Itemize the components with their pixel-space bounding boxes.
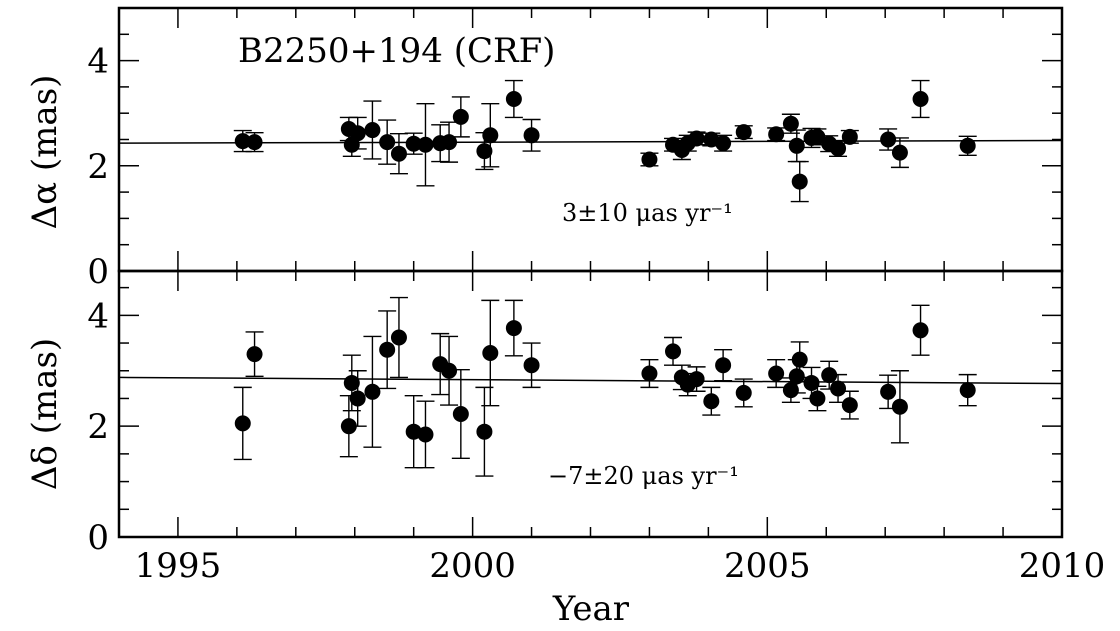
- bottom-data-point: [703, 393, 720, 410]
- top-fit-line: [118, 139, 1063, 144]
- top-data-point: [791, 173, 808, 190]
- top-data-point: [246, 134, 263, 151]
- bottom-data-point: [891, 398, 908, 415]
- top-data-point: [880, 131, 897, 148]
- bottom-data-point: [246, 346, 263, 363]
- bottom-data-point: [841, 397, 858, 414]
- top-rate-annotation: 3±10 μas yr⁻¹: [562, 199, 733, 227]
- bottom-fit-line: [118, 376, 1063, 385]
- top-data-point: [891, 144, 908, 161]
- bottom-data-point: [417, 426, 434, 443]
- bottom-data-point: [809, 390, 826, 407]
- top-data-point: [715, 135, 732, 152]
- bottom-data-point: [476, 423, 493, 440]
- top-data-point: [441, 134, 458, 151]
- bottom-panel: 0 2 4 1995 2000 2005 2010: [87, 269, 1106, 586]
- bottom-y-axis-label: Δδ (mas): [25, 338, 65, 490]
- top-y-tick-label: 2: [87, 147, 109, 187]
- top-data-point: [959, 137, 976, 154]
- bottom-data-point: [735, 384, 752, 401]
- bottom-data-point: [505, 320, 522, 337]
- bottom-data-point: [482, 345, 499, 362]
- x-tick-label: 2010: [1019, 546, 1106, 586]
- top-y-tick-label: 0: [87, 252, 109, 292]
- bottom-data-point: [452, 405, 469, 422]
- x-tick-label: 1995: [135, 546, 222, 586]
- top-data-point: [349, 125, 366, 142]
- bottom-data-point: [523, 357, 540, 374]
- bottom-data-point: [959, 382, 976, 399]
- bottom-data-point: [782, 382, 799, 399]
- bottom-data-point: [234, 415, 251, 432]
- x-axis-label: Year: [552, 589, 630, 629]
- top-data-point: [234, 133, 251, 150]
- x-tick-label: 2000: [429, 546, 516, 586]
- bottom-data-point: [791, 351, 808, 368]
- top-data-point: [417, 136, 434, 153]
- top-data-point: [452, 108, 469, 125]
- chart-title: B2250+194 (CRF): [238, 31, 555, 71]
- top-data-point: [782, 115, 799, 132]
- bottom-data-point: [788, 368, 805, 385]
- bottom-data-point: [349, 390, 366, 407]
- bottom-data-point: [715, 357, 732, 374]
- top-data-point: [405, 135, 422, 152]
- bottom-data-point: [688, 371, 705, 388]
- bottom-data-point: [768, 365, 785, 382]
- bottom-data-point: [343, 374, 360, 391]
- top-data-point: [523, 127, 540, 144]
- top-panel: 0 2 4: [87, 6, 1064, 292]
- bottom-y-tick-label: 4: [87, 296, 109, 336]
- bottom-data-point: [441, 362, 458, 379]
- bottom-data-point: [390, 329, 407, 346]
- top-data-point: [364, 122, 381, 139]
- top-data-point: [830, 140, 847, 157]
- bottom-data-point: [912, 322, 929, 339]
- top-data-point: [688, 130, 705, 147]
- top-data-point: [641, 151, 658, 168]
- top-data-point: [788, 137, 805, 154]
- top-data-point: [841, 128, 858, 145]
- top-data-point: [735, 124, 752, 141]
- bottom-y-tick-label: 2: [87, 407, 109, 447]
- top-data-point: [809, 128, 826, 145]
- top-data-point: [482, 127, 499, 144]
- top-y-axis-label: Δα (mas): [25, 75, 65, 230]
- top-data-point: [476, 143, 493, 160]
- bottom-data-point: [641, 365, 658, 382]
- top-data-point: [912, 90, 929, 107]
- bottom-data-point: [830, 380, 847, 397]
- bottom-data-point: [665, 343, 682, 360]
- top-data-point: [379, 134, 396, 151]
- top-y-tick-label: 4: [87, 42, 109, 82]
- bottom-data-point: [364, 383, 381, 400]
- bottom-data-point: [379, 341, 396, 358]
- bottom-y-tick-label: 0: [87, 518, 109, 558]
- bottom-rate-annotation: −7±20 μas yr⁻¹: [548, 462, 739, 490]
- x-tick-label: 2005: [724, 546, 811, 586]
- bottom-data-point: [880, 383, 897, 400]
- top-data-point: [505, 90, 522, 107]
- top-data-point: [768, 126, 785, 143]
- top-data-point: [390, 145, 407, 162]
